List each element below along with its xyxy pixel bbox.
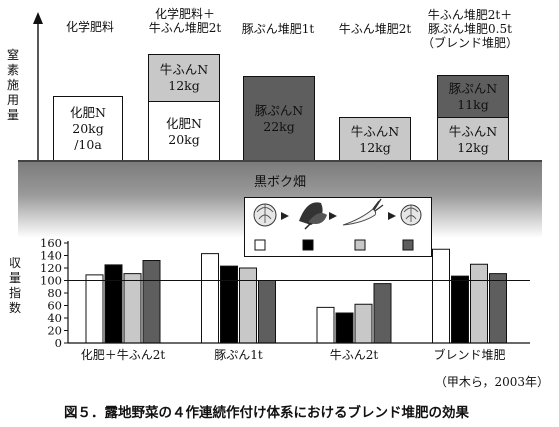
category-label: 化肥＋牛ふん2t [81,347,166,362]
cabbage-icon [253,203,277,227]
nitrogen-box-chemical: 化肥N 20kg [148,101,220,162]
nitrogen-axis-label: 窒素施用量 [6,48,19,122]
legend-swatch [302,239,314,251]
category-label: 牛ふん2t [330,347,379,362]
bar [220,265,238,344]
legend-swatch [254,239,266,251]
bar [104,264,123,344]
arrow-icon [329,212,337,220]
treatment-header: 牛ふん堆肥2t＋ 豚ぷん堆肥0.5t （ブレンド堆肥） [421,8,518,50]
field-label: 黒ボク畑 [253,175,306,190]
category-label: ブレンド堆肥 [433,347,505,362]
legend-swatch [402,239,414,251]
bar [258,280,276,344]
yield-axis-label: 収量指数 [8,256,21,315]
spinach-icon [299,202,327,230]
nitrogen-box-swine: 豚ぷんN 22kg [243,76,315,162]
y-tick-label: 100 [40,274,62,288]
crop-sequence-svg [253,198,422,251]
y-tick-label: 160 [40,236,62,250]
y-tick-label: 0 [55,336,62,350]
bar [451,275,469,344]
y-tick-label: 120 [40,261,62,275]
y-tick-label: 140 [40,249,62,263]
crop-sequence-box [244,197,432,257]
bar [354,303,373,344]
treatment-header: 化学肥料 [65,20,114,34]
category-label: 豚ぷん1t [214,348,263,362]
nitrogen-box-cattle: 牛ふんN 12kg [339,117,411,162]
y-tick-label: 40 [47,311,62,325]
nitrogen-box-cattle: 牛ふんN 12kg [437,117,509,162]
source-credit: （甲木ら，2003年） [434,375,549,389]
bar [489,273,507,344]
bar [123,273,142,344]
nitrogen-box-chemical: 化肥N 20kg /10a [53,96,123,162]
y-tick-label: 20 [47,324,62,338]
bar [470,263,488,344]
treatment-header: 牛ふん堆肥2t [338,22,412,36]
bar [316,306,335,344]
nitrogen-axis [33,12,43,162]
arrow-icon [388,212,396,220]
legend-swatch [354,239,366,251]
y-tick-label: 80 [47,286,62,300]
cabbage-icon [400,204,422,226]
treatment-header: 化学肥料＋ 牛ふん堆肥2t [148,7,222,35]
arrow-icon [281,212,289,220]
bar [373,283,392,344]
treatment-header: 豚ぷん堆肥1t [241,22,315,36]
bar [142,260,161,344]
figure-caption: 図５．露地野菜の４作連続作付け体系におけるブレンド堆肥の効果 [64,405,469,421]
nitrogen-box-swine: 豚ぷんN 11kg [437,75,509,118]
bar [239,267,257,344]
daikon-icon [342,198,384,226]
y-tick-label: 60 [47,299,62,313]
bar [201,253,219,344]
nitrogen-box-cattle: 牛ふんN 12kg [148,54,220,102]
bar [85,274,104,344]
bar [432,248,450,344]
bar [335,312,354,344]
